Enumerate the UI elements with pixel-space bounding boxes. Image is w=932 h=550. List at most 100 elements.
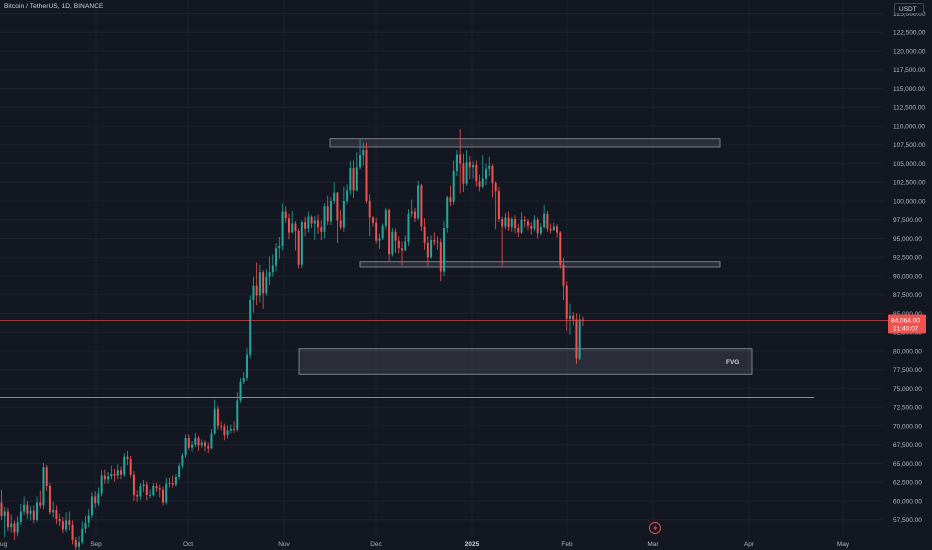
candle-body [433, 240, 436, 242]
candle-body [174, 477, 177, 485]
price-tick-label: 60,000.00 [893, 498, 922, 505]
candle-body [126, 456, 129, 459]
candle-body [129, 459, 132, 475]
candle-body [223, 426, 226, 435]
fvg-label: FVG [726, 359, 739, 366]
candle-body [430, 240, 433, 258]
candle-body [233, 429, 236, 430]
candle-body [197, 438, 200, 446]
lightning-icon[interactable] [649, 522, 661, 534]
time-tick-label: Nov [278, 541, 290, 548]
price-tick-label: 65,000.00 [893, 461, 922, 468]
candle-body [216, 408, 219, 426]
price-tick-label: 77,500.00 [893, 367, 922, 374]
candle-body [191, 444, 194, 448]
candle-body [110, 474, 113, 477]
support-resistance-zones: FVG [0, 138, 814, 398]
candle-body [562, 264, 565, 286]
lightning-icon-ring [649, 522, 661, 534]
candle-body [413, 211, 416, 219]
currency-button[interactable]: USDT [894, 3, 924, 14]
candle-body [297, 231, 300, 265]
time-tick-label: 2025 [465, 541, 480, 548]
time-tick-label: Oct [183, 541, 193, 548]
candle-body [26, 504, 29, 514]
candle-body [404, 241, 407, 251]
candle-body [546, 213, 549, 229]
candle-body [342, 201, 345, 228]
candle-body [268, 272, 271, 277]
zone-box [359, 261, 721, 268]
price-tick-label: 72,500.00 [893, 405, 922, 412]
candle-body [78, 542, 81, 547]
candle-body [258, 272, 261, 296]
candle-body [210, 433, 213, 449]
candle-body [417, 185, 420, 219]
price-tick-label: 92,500.00 [893, 255, 922, 262]
candle-body [284, 211, 287, 219]
candle-body [48, 486, 51, 513]
time-axis[interactable]: Sep Oct Nov Dec 2025 Feb Mar Apr May ug [0, 541, 850, 548]
candle-body [171, 483, 174, 485]
candle-body [61, 521, 64, 530]
candle-body [181, 455, 184, 466]
current-price-label: 84,064.00 [891, 318, 920, 325]
candle-body [520, 219, 523, 233]
candle-body [439, 242, 442, 272]
candle-body [220, 426, 223, 427]
candle-body [300, 222, 303, 265]
candle-body [559, 232, 562, 265]
candle-body [452, 171, 455, 202]
price-tick-label: 102,500.00 [893, 180, 926, 187]
time-tick-label: Dec [370, 541, 382, 548]
price-tick-label: 105,000.00 [893, 161, 926, 168]
candle-body [381, 225, 384, 239]
candle-body [97, 493, 100, 504]
candle-body [323, 206, 326, 232]
candle-body [19, 511, 22, 522]
price-tick-label: 87,500.00 [893, 292, 922, 299]
candle-body [45, 467, 48, 486]
candle-body [10, 523, 13, 528]
candle-body [355, 167, 358, 191]
time-tick-label: Sep [90, 541, 102, 548]
candle-body [132, 474, 135, 495]
time-tick-label: Apr [744, 541, 755, 548]
candle-body [252, 285, 255, 300]
candle-body [401, 248, 404, 251]
candle-body [446, 197, 449, 228]
candle-body [142, 484, 145, 486]
candle-body [507, 217, 510, 228]
candle-body [491, 165, 494, 183]
candle-body [184, 438, 187, 456]
candle-body [278, 246, 281, 249]
candle-body [497, 191, 500, 219]
price-tick-label: 125,000.00 [893, 11, 926, 18]
price-tick-label: 67,500.00 [893, 442, 922, 449]
candle-body [501, 219, 504, 227]
candle-body [359, 155, 362, 168]
candle-body [0, 502, 3, 516]
candle-body [368, 201, 371, 218]
candle-body [533, 219, 536, 229]
candle-body [339, 220, 342, 228]
candle-body [203, 442, 206, 447]
candle-body [388, 210, 391, 255]
candle-body [333, 192, 336, 201]
candle-body [317, 220, 320, 228]
candle-body [123, 456, 126, 475]
candle-body [32, 510, 35, 520]
candle-body [58, 519, 61, 522]
price-tick-label: 120,000.00 [893, 48, 926, 55]
candle-body [100, 475, 103, 494]
price-tick-label: 112,500.00 [893, 105, 925, 112]
candle-body [107, 476, 110, 480]
candle-body [200, 442, 203, 446]
symbol-title[interactable]: Bitcoin / TetherUS, 1D, BINANCE [4, 3, 104, 10]
candle-body [178, 465, 181, 477]
candle-body [510, 219, 513, 228]
price-axis[interactable]: 125,000.00 122,500.00 120,000.00 117,500.00… [893, 11, 926, 524]
candle-body [526, 221, 529, 226]
candle-body [352, 168, 355, 191]
